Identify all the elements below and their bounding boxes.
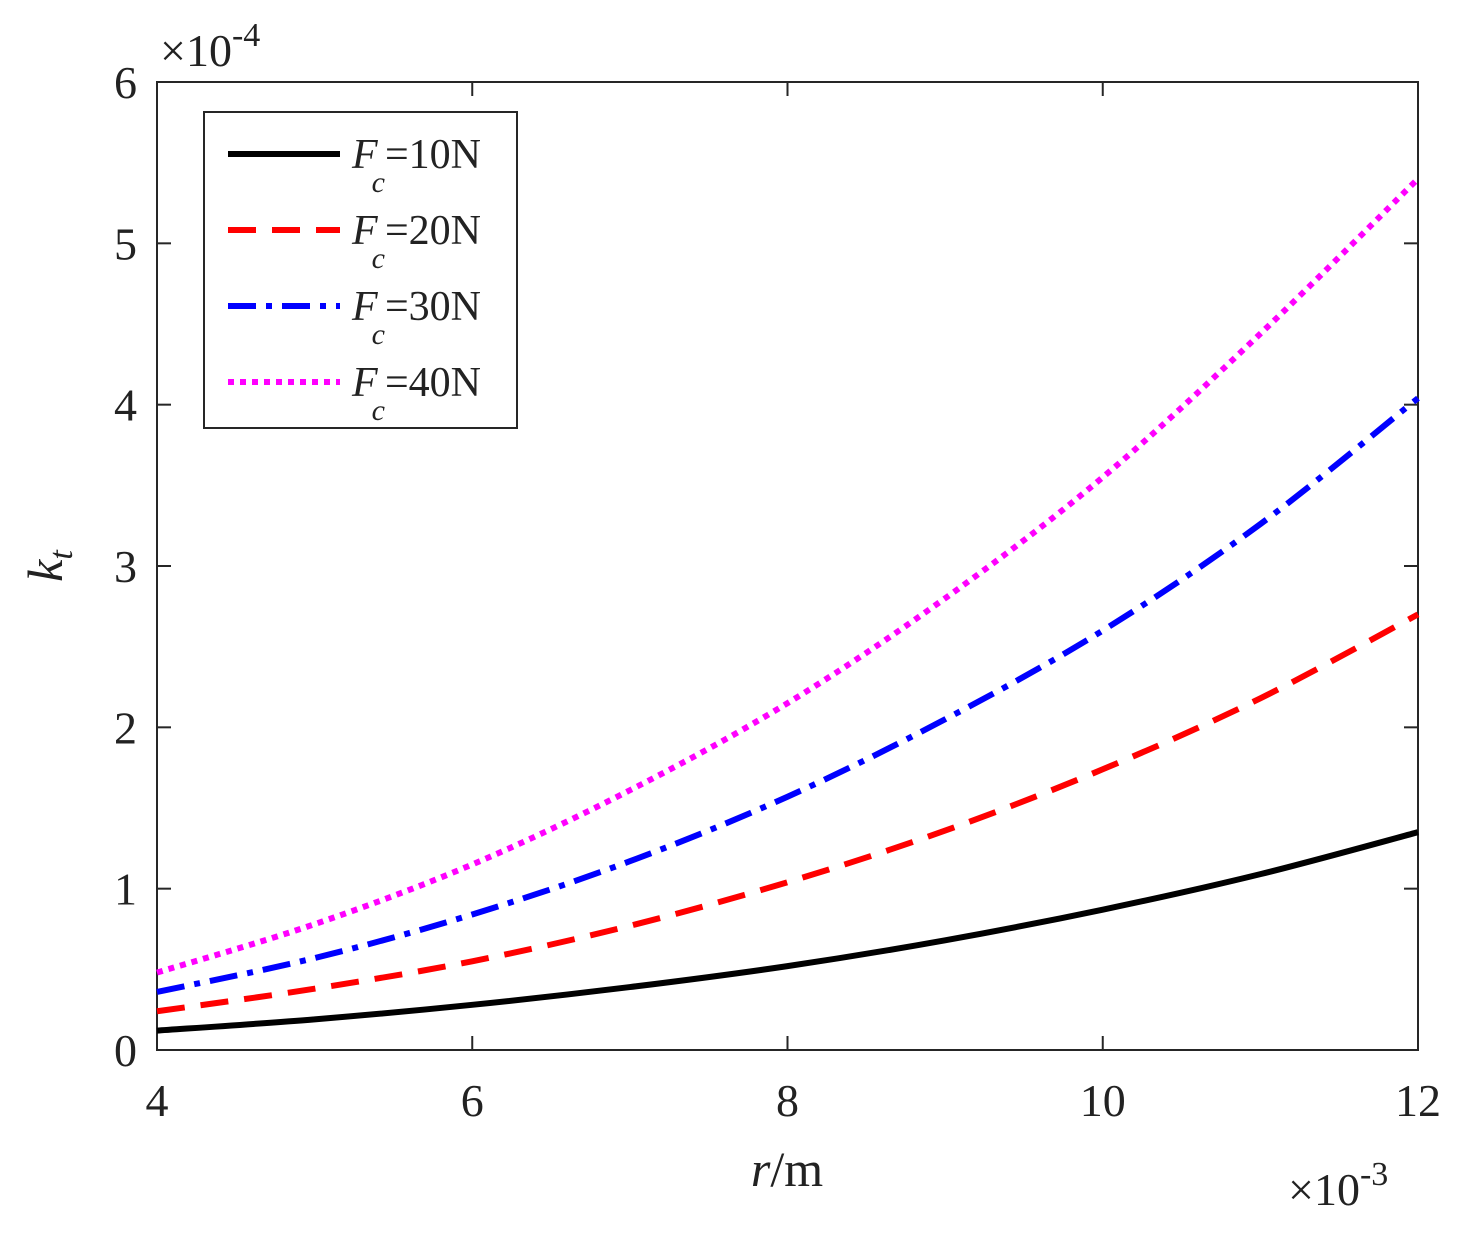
series-line-0 — [156, 829, 1419, 1034]
y-multiplier: ×10-4 — [160, 17, 260, 76]
y-tick-label-3: 3 — [114, 541, 137, 592]
series-line-1 — [156, 611, 1420, 1015]
y-tick-label-1: 1 — [114, 864, 137, 915]
x-multiplier: ×10-3 — [1288, 1156, 1388, 1215]
x-tick-label-4: 12 — [1395, 1075, 1441, 1126]
series-line-3 — [156, 176, 1421, 976]
series-line-2 — [156, 395, 1420, 995]
x-tick-label-3: 10 — [1080, 1075, 1126, 1126]
y-tick-label-0: 0 — [114, 1025, 137, 1076]
series-lines — [156, 176, 1421, 1034]
y-tick-label-4: 4 — [114, 380, 137, 431]
y-tick-label-5: 5 — [114, 218, 137, 269]
x-tick-label-0: 4 — [146, 1075, 169, 1126]
legend-box — [203, 111, 518, 429]
y-axis-label: kt — [17, 549, 80, 582]
x-tick-label-1: 6 — [461, 1075, 484, 1126]
x-tick-label-2: 8 — [776, 1075, 799, 1126]
y-tick-label-6: 6 — [114, 57, 137, 108]
x-axis-label: r/m — [751, 1141, 823, 1197]
y-tick-label-2: 2 — [114, 702, 137, 753]
